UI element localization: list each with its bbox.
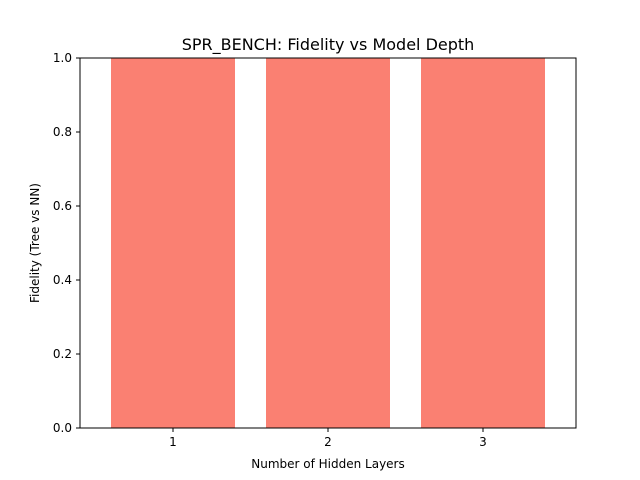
- x-tick-label: 2: [324, 435, 332, 449]
- x-axis-label: Number of Hidden Layers: [251, 457, 405, 471]
- chart-title: SPR_BENCH: Fidelity vs Model Depth: [182, 35, 475, 55]
- bar: [111, 58, 235, 428]
- x-tick-label: 1: [169, 435, 177, 449]
- y-tick-label: 0.2: [53, 347, 72, 361]
- y-tick-label: 0.0: [53, 421, 72, 435]
- plot-area: 0.0 0.2 0.4 0.6 0.8 1.0 1 2 3: [53, 51, 577, 449]
- y-tick-label: 0.6: [53, 199, 72, 213]
- y-tick-label: 0.4: [53, 273, 72, 287]
- x-tick-label: 3: [479, 435, 487, 449]
- y-tick-label: 0.8: [53, 125, 72, 139]
- bar: [266, 58, 390, 428]
- y-tick-label: 1.0: [53, 51, 72, 65]
- bar: [421, 58, 545, 428]
- y-axis-label: Fidelity (Tree vs NN): [28, 183, 42, 303]
